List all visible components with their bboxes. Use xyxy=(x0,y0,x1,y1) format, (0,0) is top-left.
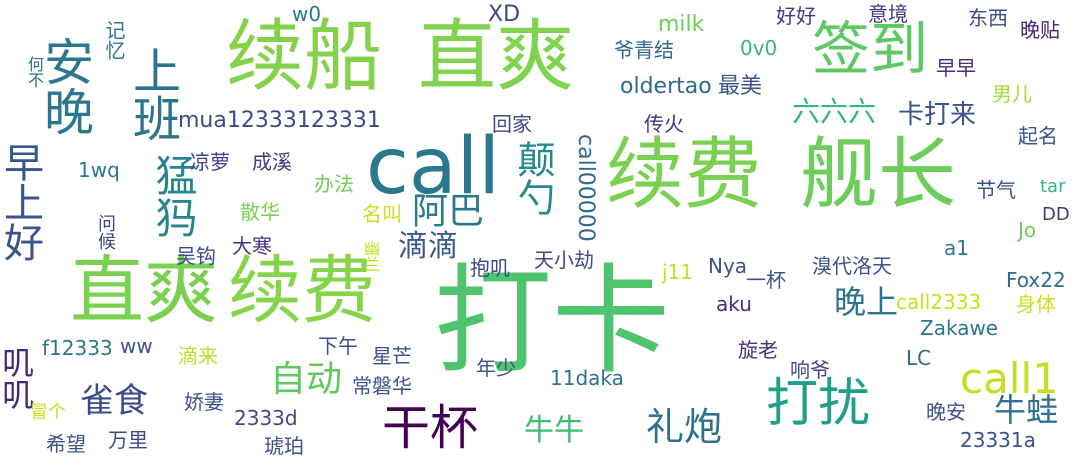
cloud-word: 传火 xyxy=(644,112,684,136)
cloud-word: ww xyxy=(120,334,153,358)
cloud-word: 早上好 xyxy=(0,142,43,262)
cloud-word: 打卡 xyxy=(434,252,671,390)
cloud-word: call2333 xyxy=(896,290,982,314)
cloud-word: 1wq xyxy=(78,158,120,182)
cloud-word: oldertao xyxy=(620,74,712,99)
cloud-word: 年少 xyxy=(476,356,516,380)
cloud-word: 颠勺 xyxy=(511,140,555,216)
cloud-word: 安晚 xyxy=(36,36,94,136)
cloud-word: 天小劫 xyxy=(534,248,594,272)
cloud-word: 意境 xyxy=(868,2,908,26)
cloud-word: 常磐华 xyxy=(352,374,412,398)
cloud-word: 起名 xyxy=(1018,124,1058,148)
cloud-word: 直爽 xyxy=(418,12,575,102)
cloud-word: 散华 xyxy=(240,200,280,224)
cloud-word: 打扰 xyxy=(766,374,871,434)
cloud-word: 滴滴 xyxy=(398,229,458,264)
cloud-word: 自动 xyxy=(270,359,343,400)
cloud-word: 节气 xyxy=(976,178,1016,202)
cloud-word: Jo xyxy=(1018,218,1037,242)
cloud-word: Fox22 xyxy=(1006,268,1066,292)
cloud-word: 办法 xyxy=(314,172,354,196)
cloud-word: 晚上 xyxy=(834,283,899,321)
cloud-word: 娇妻 xyxy=(184,390,224,414)
cloud-word: LC xyxy=(906,346,932,370)
cloud-word: 东西 xyxy=(968,6,1008,30)
cloud-word: Zakawe xyxy=(920,316,999,340)
cloud-word: w0 xyxy=(292,2,322,26)
cloud-word: 旋老 xyxy=(738,338,778,362)
cloud-word: 冒个 xyxy=(30,402,66,423)
cloud-word: 好好 xyxy=(776,4,816,28)
cloud-word: 2333d xyxy=(234,406,298,430)
cloud-word: 响爷 xyxy=(790,358,830,382)
cloud-word: 直爽 xyxy=(70,248,218,334)
cloud-word: 成溪 xyxy=(252,150,292,174)
cloud-word: 大寒 xyxy=(232,234,272,258)
cloud-word: 六六六 xyxy=(792,95,877,128)
cloud-word: 凉萝 xyxy=(190,150,230,174)
cloud-word: 回家 xyxy=(492,112,532,136)
cloud-word: 早早 xyxy=(936,56,976,80)
cloud-word: j11 xyxy=(662,260,694,284)
cloud-word: 星芒 xyxy=(372,344,412,368)
cloud-word: 何不 xyxy=(25,56,44,88)
cloud-word: aku xyxy=(716,292,752,316)
cloud-word: 问候 xyxy=(95,214,116,250)
cloud-word: call xyxy=(366,122,501,212)
cloud-word: 身体 xyxy=(1016,292,1056,316)
cloud-word: 签到 xyxy=(812,15,929,83)
cloud-word: 爷青结 xyxy=(614,38,674,62)
cloud-word: 上班 xyxy=(124,46,180,142)
cloud-word: call00000 xyxy=(573,134,598,242)
cloud-word: mua12333123331 xyxy=(178,108,381,133)
cloud-word: 阿巴 xyxy=(412,191,485,232)
cloud-word: 晚贴 xyxy=(1020,18,1060,42)
cloud-word: tar xyxy=(1040,176,1066,197)
cloud-word: 礼炮 xyxy=(646,405,723,449)
cloud-word: 卡打来 xyxy=(898,100,977,130)
cloud-word: 23331a xyxy=(960,428,1036,452)
cloud-word: milk xyxy=(658,12,705,37)
cloud-word: 11daka xyxy=(550,366,624,390)
cloud-word: 干杯 xyxy=(382,400,479,456)
cloud-word: 幽兰 xyxy=(361,240,380,272)
cloud-word: 琥珀 xyxy=(264,434,304,458)
cloud-word: 一杯 xyxy=(746,268,786,292)
cloud-word: 猛犸 xyxy=(149,154,198,238)
cloud-word: 续费 xyxy=(228,248,376,334)
cloud-word: 续船 xyxy=(226,12,383,102)
cloud-word: 记忆 xyxy=(102,20,126,60)
cloud-word: 0v0 xyxy=(740,36,778,60)
cloud-word: call1 xyxy=(960,354,1059,403)
cloud-word: 舰长 xyxy=(800,130,957,220)
cloud-word: 万里 xyxy=(108,428,148,452)
cloud-word: 牛蛙 xyxy=(994,391,1059,429)
cloud-word: 希望 xyxy=(46,432,86,456)
cloud-word: 下午 xyxy=(318,334,358,358)
cloud-word: 续费 xyxy=(606,130,763,220)
cloud-word: 雀食 xyxy=(80,381,148,421)
cloud-word: 晚安 xyxy=(926,400,966,424)
cloud-word: Nya xyxy=(708,254,748,278)
cloud-word: a1 xyxy=(944,236,969,260)
cloud-word: 吴钩 xyxy=(176,244,216,268)
cloud-word: 最美 xyxy=(718,74,763,99)
cloud-word: 名叫 xyxy=(362,202,402,226)
cloud-word: 叽叽 xyxy=(0,346,35,410)
cloud-word: 抱叽 xyxy=(470,256,510,280)
cloud-word: f12333 xyxy=(42,336,113,360)
cloud-word: 溴代洛天 xyxy=(812,254,892,278)
cloud-word: 滴来 xyxy=(178,344,218,368)
cloud-word: XD xyxy=(488,2,521,27)
cloud-word: 男儿 xyxy=(992,82,1032,106)
cloud-word: 牛牛 xyxy=(524,413,584,448)
cloud-word: DD xyxy=(1042,204,1070,225)
